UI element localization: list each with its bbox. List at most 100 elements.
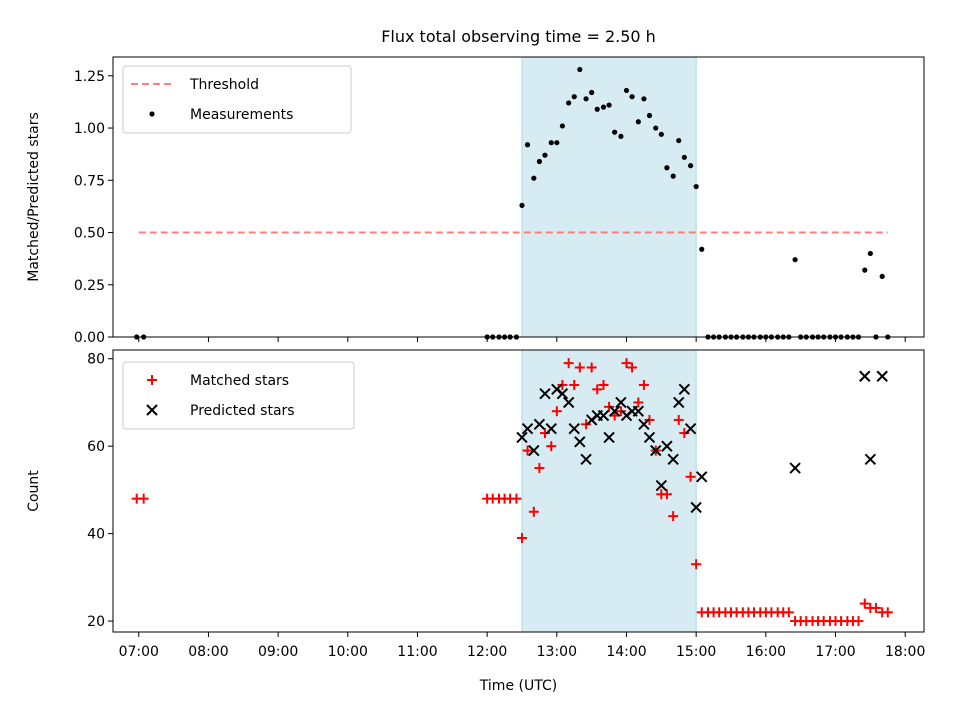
matched-star-point — [882, 607, 893, 618]
legend-matched-label: Matched stars — [190, 373, 289, 389]
measurement-point — [687, 163, 694, 169]
cross-b — [516, 431, 528, 444]
matched-star-point — [679, 428, 690, 439]
x-tick-label: 08:00 — [188, 644, 228, 660]
measurement-point — [699, 246, 705, 252]
y-tick-label: 0.00 — [74, 330, 105, 346]
measurement-point — [536, 158, 543, 165]
measurement-point — [641, 96, 647, 102]
predicted-star-point — [678, 383, 691, 396]
cross-b — [789, 462, 801, 474]
predicted-star-point — [690, 501, 702, 514]
y-tick-label: 20 — [87, 614, 105, 630]
measurement-point — [862, 267, 868, 273]
y-tick-label: 80 — [87, 352, 105, 368]
measurement-point — [646, 112, 653, 119]
predicted-star-point — [876, 370, 888, 382]
top-axes-frame — [112, 56, 925, 338]
x-tick-label: 16:00 — [746, 644, 786, 660]
measurement-point — [623, 87, 630, 94]
predicted-star-point — [673, 396, 685, 409]
measurement-point — [676, 137, 682, 144]
measurement-point — [594, 106, 600, 112]
predicted-star-point — [580, 453, 592, 466]
matched-star-point — [539, 428, 550, 439]
matched-star-point — [586, 362, 597, 373]
matched-star-point — [668, 511, 679, 522]
measurement-point — [531, 175, 537, 181]
legend-matched-swatch — [147, 375, 157, 385]
cross-b — [632, 405, 645, 417]
bottom-panel: 20 40 60 80 07:00 08:00 09:00 10:00 11:00 12:00 1… — [26, 349, 925, 694]
matched-star-point — [563, 358, 574, 369]
y-tick-label: 0.75 — [74, 173, 105, 189]
measurement-point — [524, 142, 531, 148]
legend-predicted-swatch — [146, 404, 158, 416]
matched-star-point — [528, 506, 539, 517]
predicted-star-point — [562, 396, 575, 409]
x-tick-label: 13:00 — [537, 644, 577, 660]
measurement-point — [664, 165, 670, 171]
bottom-axes-frame — [112, 349, 925, 633]
matched-star-point — [522, 445, 533, 456]
matched-star-point — [534, 463, 545, 474]
legend-measurements-label: Measurements — [190, 107, 293, 123]
predicted-star-point — [568, 422, 580, 435]
cross-b — [696, 471, 708, 483]
cross-b — [690, 501, 702, 514]
matched-star-point — [870, 602, 881, 613]
cross-b — [597, 409, 610, 422]
top-panel: 0.00 0.25 0.50 0.75 1.00 1.25 Matched/Predict… — [26, 56, 925, 346]
matched-star-point — [691, 559, 702, 570]
x-tick-label: 15:00 — [676, 644, 716, 660]
cross-b — [864, 453, 877, 466]
measurement-point — [571, 94, 577, 100]
matched-star-point — [551, 406, 562, 417]
predicted-star-point — [864, 453, 877, 466]
cross-b — [638, 418, 650, 431]
x-tick-label: 10:00 — [328, 644, 368, 660]
cross-b — [678, 383, 691, 396]
predicted-star-point — [539, 388, 551, 400]
cross-b — [667, 453, 679, 466]
cross-b — [615, 396, 627, 409]
figure-title: Flux total observing time = 2.50 h — [381, 27, 656, 46]
matched-star-point — [569, 379, 580, 390]
measurement-point — [670, 173, 676, 179]
bottom-x-axis-ticks: 07:00 08:00 09:00 10:00 11:00 12:00 13:00 14:00… — [119, 632, 925, 660]
matched-star-point — [574, 362, 585, 373]
measurement-point — [600, 104, 607, 110]
x-tick-label: 09:00 — [258, 644, 298, 660]
x-tick-label: 14:00 — [606, 644, 646, 660]
cross-b — [673, 396, 685, 409]
measurement-point — [653, 125, 659, 131]
bottom-plot-marks — [131, 358, 893, 627]
matched-star-point — [783, 607, 794, 618]
predicted-star-point — [597, 409, 610, 422]
observing-window-span — [521, 56, 697, 338]
x-tick-label: 11:00 — [397, 644, 437, 660]
measurement-point — [879, 273, 885, 280]
x-tick-label: 18:00 — [885, 644, 925, 660]
predicted-star-point — [603, 431, 615, 444]
top-legend: Threshold Measurements — [122, 65, 352, 134]
cross-b — [568, 422, 580, 435]
cross-b — [661, 440, 673, 452]
matched-star-point — [633, 397, 644, 408]
predicted-star-point — [528, 444, 540, 457]
measurement-point — [612, 129, 618, 135]
x-tick-label: 17:00 — [815, 644, 855, 660]
predicted-star-point — [643, 431, 656, 444]
matched-star-point — [621, 358, 632, 369]
measurement-point — [867, 250, 873, 257]
measurement-point — [542, 152, 548, 158]
predicted-star-point — [632, 405, 645, 417]
measurement-point — [618, 133, 624, 140]
cross-b — [580, 453, 592, 466]
legend-box — [122, 65, 352, 134]
cross-b — [859, 370, 871, 382]
measurement-point — [554, 140, 560, 146]
legend-box — [122, 361, 355, 430]
top-x-axis-ticks — [138, 337, 906, 342]
